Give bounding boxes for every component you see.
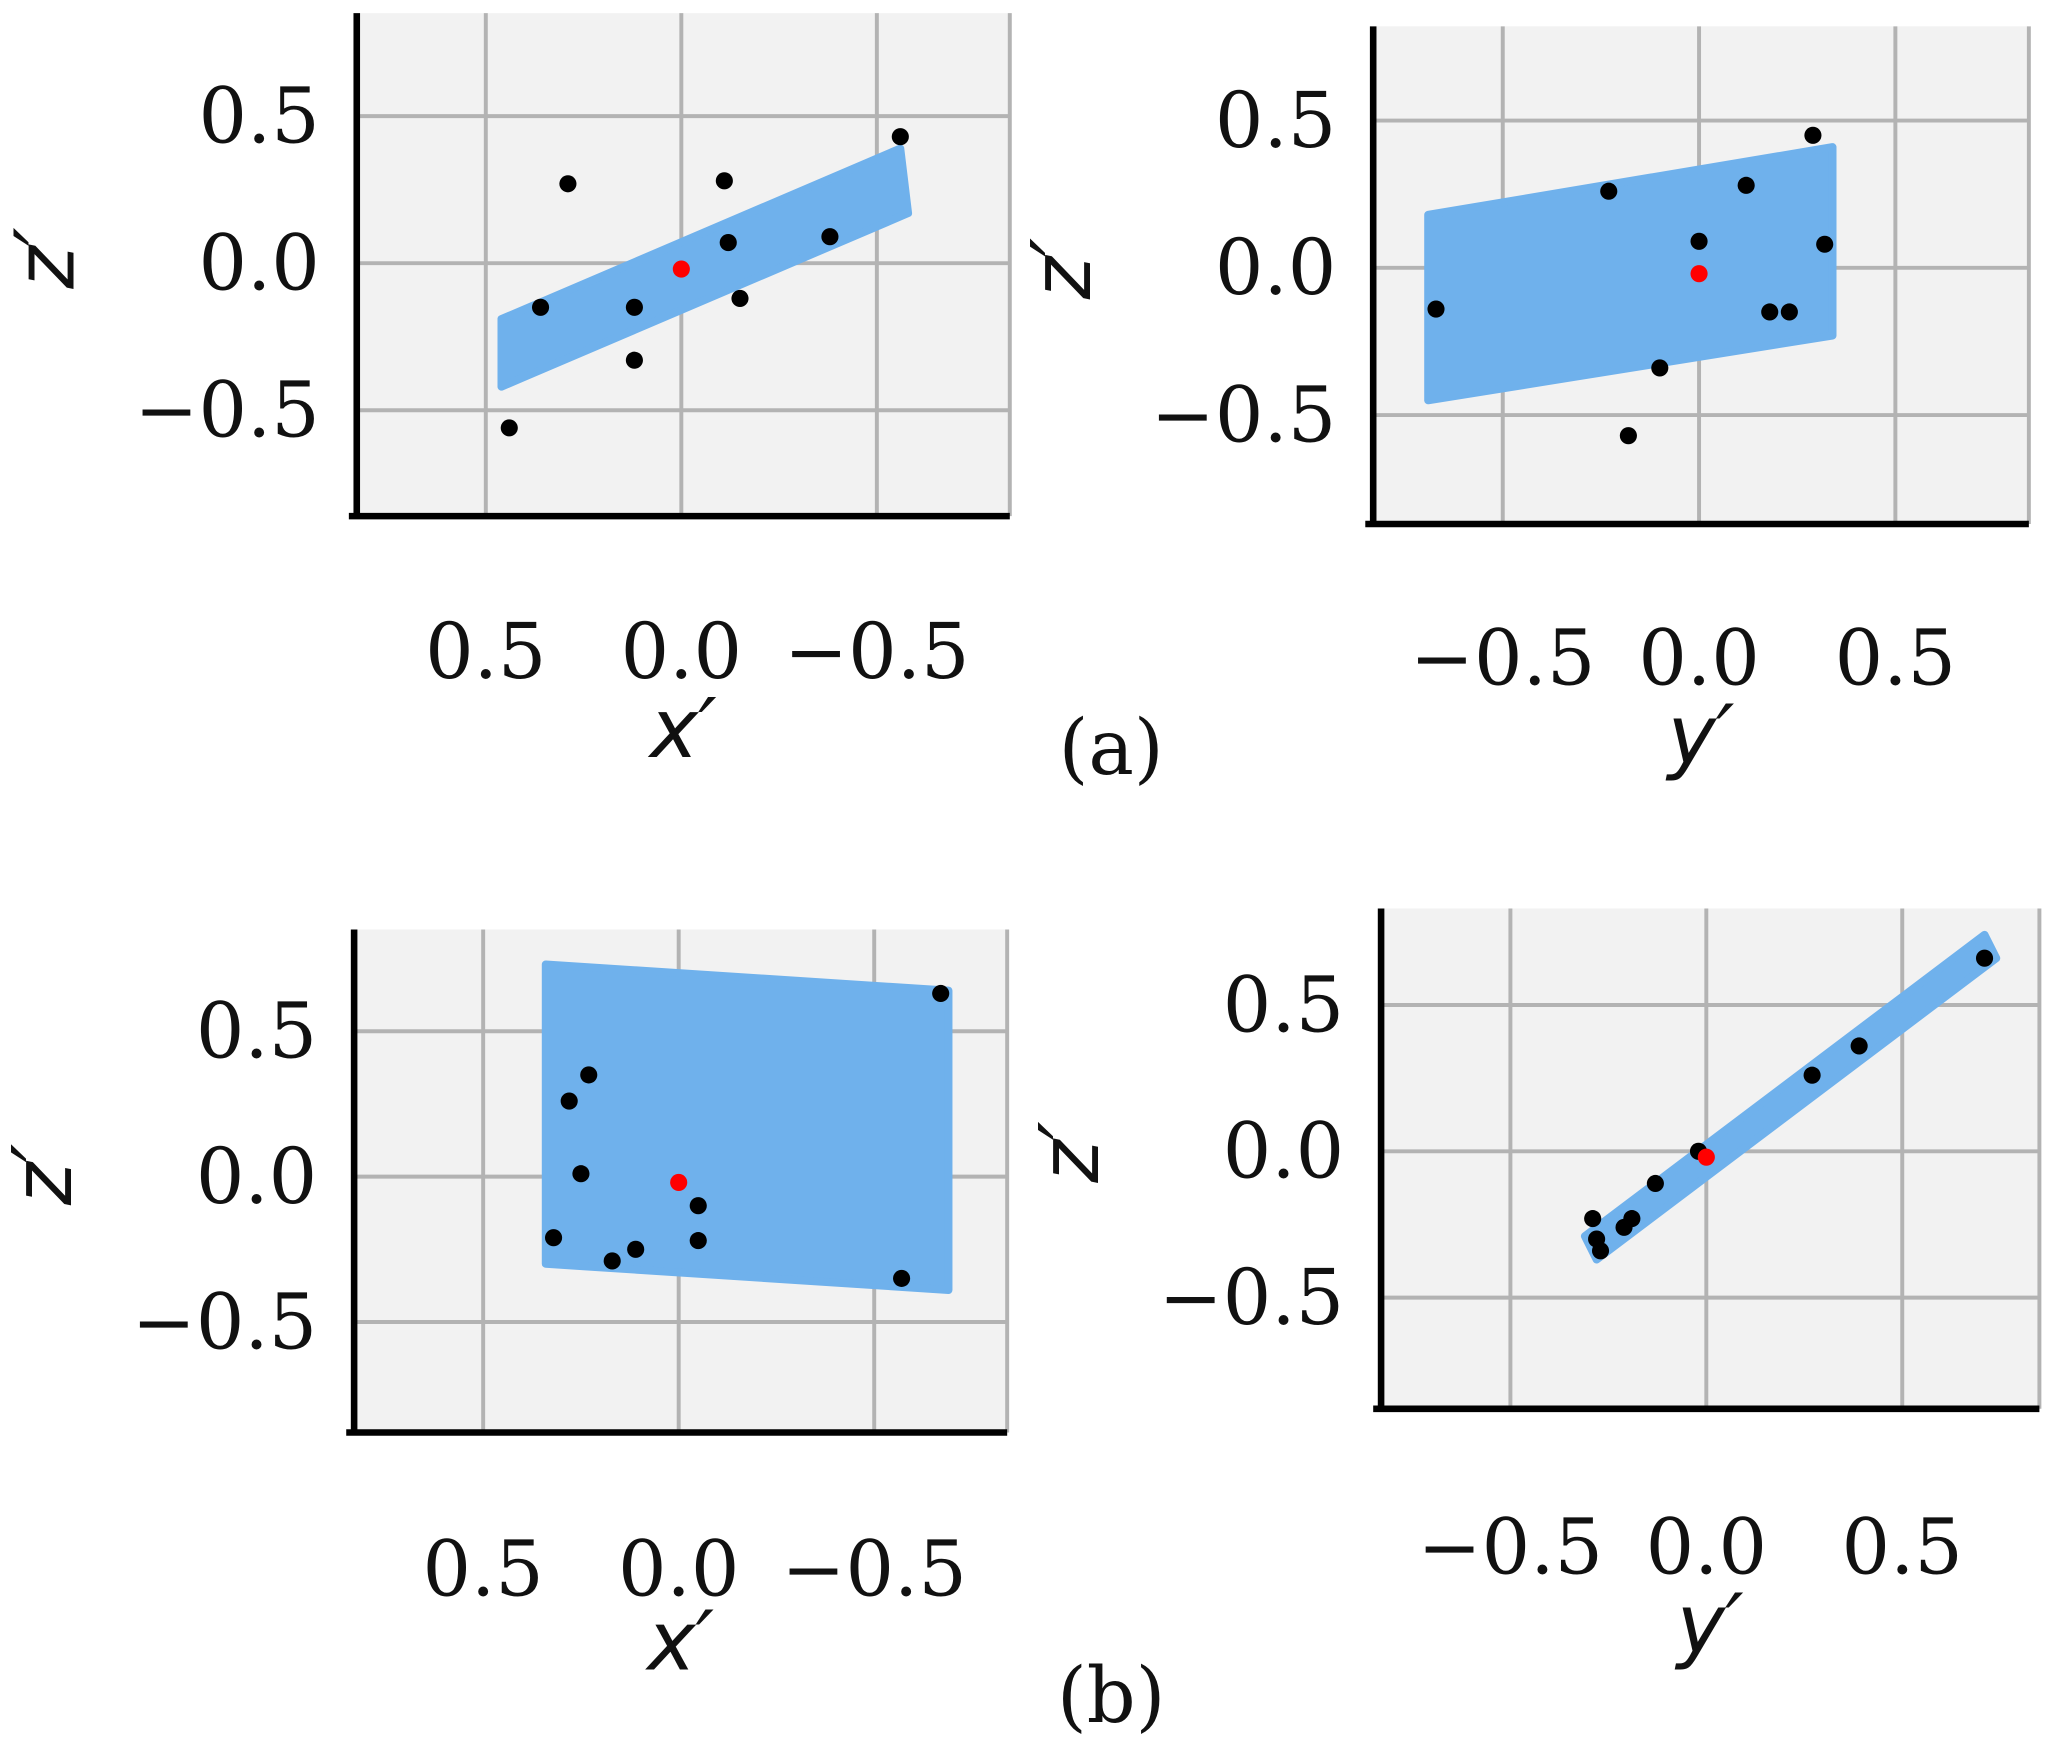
x-tick-label: 0.0 bbox=[621, 608, 742, 697]
fitted-plane bbox=[497, 144, 913, 391]
data-point bbox=[1591, 1242, 1610, 1260]
y-axis-label: z′ bbox=[0, 1143, 91, 1206]
x-axis-label: y′ bbox=[1674, 1577, 1744, 1672]
data-point bbox=[1761, 303, 1779, 321]
center-point bbox=[1697, 1148, 1715, 1166]
y-tick-label: −0.5 bbox=[132, 1278, 317, 1367]
data-point bbox=[731, 289, 749, 308]
x-tick-label: 0.5 bbox=[425, 608, 546, 697]
y-tick-label: 0.5 bbox=[1215, 77, 1336, 166]
data-point bbox=[1803, 1066, 1821, 1084]
center-point bbox=[670, 1173, 688, 1192]
x-tick-label: −0.5 bbox=[782, 1526, 967, 1615]
panel-a-left: 0.5 0.0 −0.5 0.5 0.0 −0.5 x′ z′ bbox=[0, 13, 1012, 777]
data-point bbox=[625, 351, 643, 369]
panels: 0.5 0.0 −0.5 0.5 0.0 −0.5 x′ z′ −0.5 0.0 0.5 0.5 0.0… bbox=[0, 13, 2042, 1689]
data-point bbox=[625, 298, 643, 316]
panel-a-right: −0.5 0.0 0.5 0.5 0.0 −0.5 y′ z′ bbox=[1015, 26, 2031, 784]
data-point bbox=[1619, 427, 1637, 445]
data-point bbox=[1646, 1174, 1664, 1193]
fitted-plane bbox=[1424, 143, 1837, 405]
data-point bbox=[715, 172, 733, 190]
x-tick-label: 0.0 bbox=[618, 1526, 739, 1615]
data-point bbox=[544, 1229, 563, 1247]
data-point bbox=[1427, 300, 1445, 318]
fitted-plane bbox=[541, 960, 953, 1294]
y-tick-label: 0.5 bbox=[196, 988, 317, 1077]
data-point bbox=[1780, 303, 1798, 321]
data-point bbox=[689, 1197, 707, 1215]
data-point bbox=[1651, 359, 1669, 377]
data-point bbox=[891, 128, 909, 146]
data-point bbox=[932, 984, 950, 1003]
data-point bbox=[1850, 1037, 1868, 1055]
data-point bbox=[603, 1252, 621, 1270]
y-tick-label: 0.0 bbox=[1223, 1108, 1344, 1197]
center-point bbox=[1690, 265, 1708, 283]
data-point bbox=[531, 298, 550, 316]
y-tick-label: 0.0 bbox=[1215, 224, 1336, 313]
panel-b-right: −0.5 0.0 0.5 0.5 0.0 −0.5 y′ z′ bbox=[1023, 908, 2042, 1672]
caption-b: (b) bbox=[1057, 1652, 1165, 1741]
data-point bbox=[1690, 232, 1708, 250]
y-axis-label: z′ bbox=[0, 227, 94, 290]
y-tick-label: −0.5 bbox=[1159, 1254, 1344, 1343]
y-tick-label: 0.0 bbox=[198, 220, 319, 309]
data-point bbox=[1737, 176, 1755, 194]
y-tick-label: −0.5 bbox=[1151, 371, 1336, 460]
x-axis-label: x′ bbox=[644, 1594, 714, 1689]
x-tick-label: 0.5 bbox=[1835, 615, 1956, 704]
data-point bbox=[572, 1165, 590, 1183]
data-point bbox=[821, 228, 839, 246]
x-tick-label: −0.5 bbox=[784, 608, 969, 697]
y-axis-label: z′ bbox=[1015, 237, 1110, 300]
y-tick-label: 0.0 bbox=[196, 1133, 317, 1222]
data-point bbox=[580, 1066, 598, 1084]
y-tick-label: 0.5 bbox=[198, 72, 319, 161]
x-tick-label: 0.0 bbox=[1646, 1503, 1767, 1592]
data-point bbox=[1816, 235, 1834, 253]
x-tick-label: 0.5 bbox=[422, 1526, 543, 1615]
data-point bbox=[627, 1240, 645, 1258]
y-tick-label: 0.5 bbox=[1223, 961, 1344, 1050]
x-axis-label: x′ bbox=[647, 682, 717, 777]
data-point bbox=[893, 1269, 911, 1287]
data-point bbox=[1804, 126, 1822, 144]
data-point bbox=[560, 1092, 578, 1110]
x-tick-label: 0.5 bbox=[1842, 1503, 1963, 1592]
y-tick-label: −0.5 bbox=[134, 367, 319, 456]
y-axis-label: z′ bbox=[1023, 1121, 1118, 1184]
data-point bbox=[1975, 949, 1994, 967]
data-point bbox=[1584, 1210, 1602, 1228]
caption-a: (a) bbox=[1059, 704, 1164, 793]
x-tick-label: −0.5 bbox=[1410, 615, 1595, 704]
data-point bbox=[500, 419, 518, 437]
data-point bbox=[1600, 182, 1618, 200]
x-axis-label: y′ bbox=[1665, 689, 1735, 784]
data-point bbox=[1615, 1218, 1633, 1236]
data-point bbox=[689, 1232, 707, 1250]
x-tick-label: 0.0 bbox=[1638, 615, 1759, 704]
data-point bbox=[559, 175, 577, 193]
center-point bbox=[672, 260, 690, 278]
x-tick-label: −0.5 bbox=[1418, 1503, 1603, 1592]
data-point bbox=[719, 234, 737, 252]
panel-b-left: 0.5 0.0 −0.5 0.5 0.0 −0.5 x′ z′ bbox=[0, 929, 1010, 1689]
